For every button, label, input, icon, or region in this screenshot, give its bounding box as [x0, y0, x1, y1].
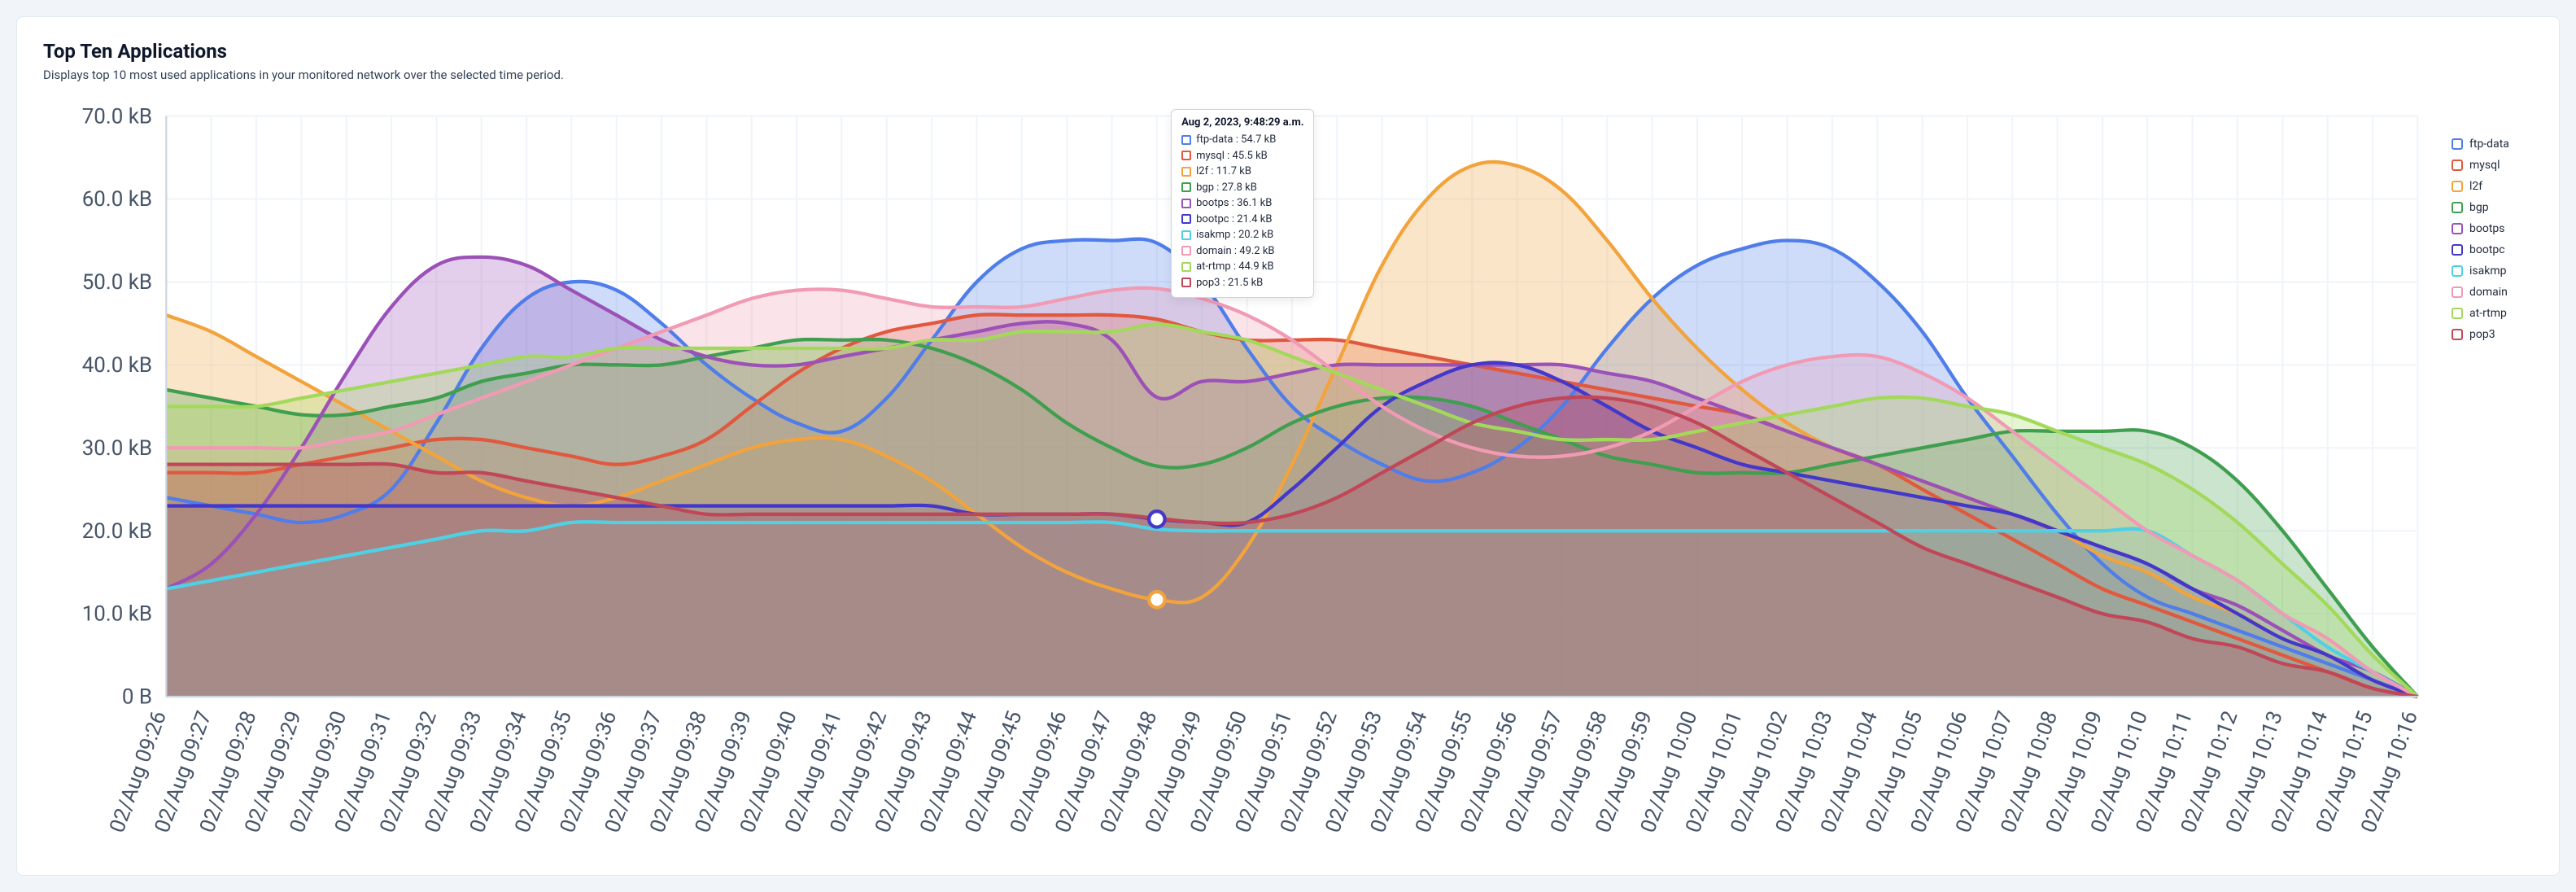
legend-swatch — [2452, 223, 2463, 234]
legend-label: mysql — [2469, 159, 2500, 172]
legend-item[interactable]: mysql — [2452, 159, 2533, 172]
legend-item[interactable]: isakmp — [2452, 265, 2533, 278]
legend-swatch — [2452, 329, 2463, 340]
y-tick-label: 30.0 kB — [82, 436, 152, 461]
legend-label: pop3 — [2469, 328, 2495, 341]
chart-container: 0 B 10.0 kB 20.0 kB 30.0 kB 40.0 kB 50.0 kB 60… — [43, 98, 2435, 855]
legend-item[interactable]: domain — [2452, 286, 2533, 299]
legend-swatch — [2452, 286, 2463, 298]
chart-legend: ftp-data mysql l2f bgp bootps bootpc isakmp dom… — [2435, 98, 2533, 349]
legend-label: bootpc — [2469, 243, 2505, 256]
chart-row: 0 B 10.0 kB 20.0 kB 30.0 kB 40.0 kB 50.0 kB 60… — [43, 98, 2533, 855]
legend-label: bgp — [2469, 201, 2489, 214]
y-tick-label: 20.0 kB — [82, 519, 152, 544]
legend-label: bootps — [2469, 222, 2505, 235]
legend-item[interactable]: bootps — [2452, 222, 2533, 235]
legend-item[interactable]: bgp — [2452, 201, 2533, 214]
legend-item[interactable]: pop3 — [2452, 328, 2533, 341]
y-tick-label: 50.0 kB — [82, 270, 152, 295]
legend-swatch — [2452, 138, 2463, 150]
legend-label: isakmp — [2469, 265, 2506, 278]
legend-swatch — [2452, 265, 2463, 277]
applications-card: Top Ten Applications Displays top 10 mos… — [16, 16, 2560, 876]
legend-item[interactable]: at-rtmp — [2452, 307, 2533, 320]
legend-swatch — [2452, 202, 2463, 213]
y-tick-label: 70.0 kB — [82, 104, 152, 129]
y-tick-label: 40.0 kB — [82, 353, 152, 378]
card-title: Top Ten Applications — [43, 40, 2533, 63]
legend-label: at-rtmp — [2469, 307, 2507, 320]
y-tick-label: 10.0 kB — [82, 602, 152, 627]
legend-swatch — [2452, 160, 2463, 171]
legend-label: l2f — [2469, 180, 2482, 193]
legend-item[interactable]: ftp-data — [2452, 138, 2533, 151]
legend-swatch — [2452, 244, 2463, 256]
y-tick-label: 60.0 kB — [82, 187, 152, 212]
card-subtitle: Displays top 10 most used applications i… — [43, 68, 2533, 82]
area-chart[interactable]: 0 B 10.0 kB 20.0 kB 30.0 kB 40.0 kB 50.0 kB 60… — [43, 98, 2435, 855]
legend-swatch — [2452, 308, 2463, 319]
legend-item[interactable]: bootpc — [2452, 243, 2533, 256]
legend-label: ftp-data — [2469, 138, 2509, 151]
legend-item[interactable]: l2f — [2452, 180, 2533, 193]
legend-swatch — [2452, 181, 2463, 192]
legend-label: domain — [2469, 286, 2508, 299]
y-tick-label: 0 B — [122, 685, 152, 710]
